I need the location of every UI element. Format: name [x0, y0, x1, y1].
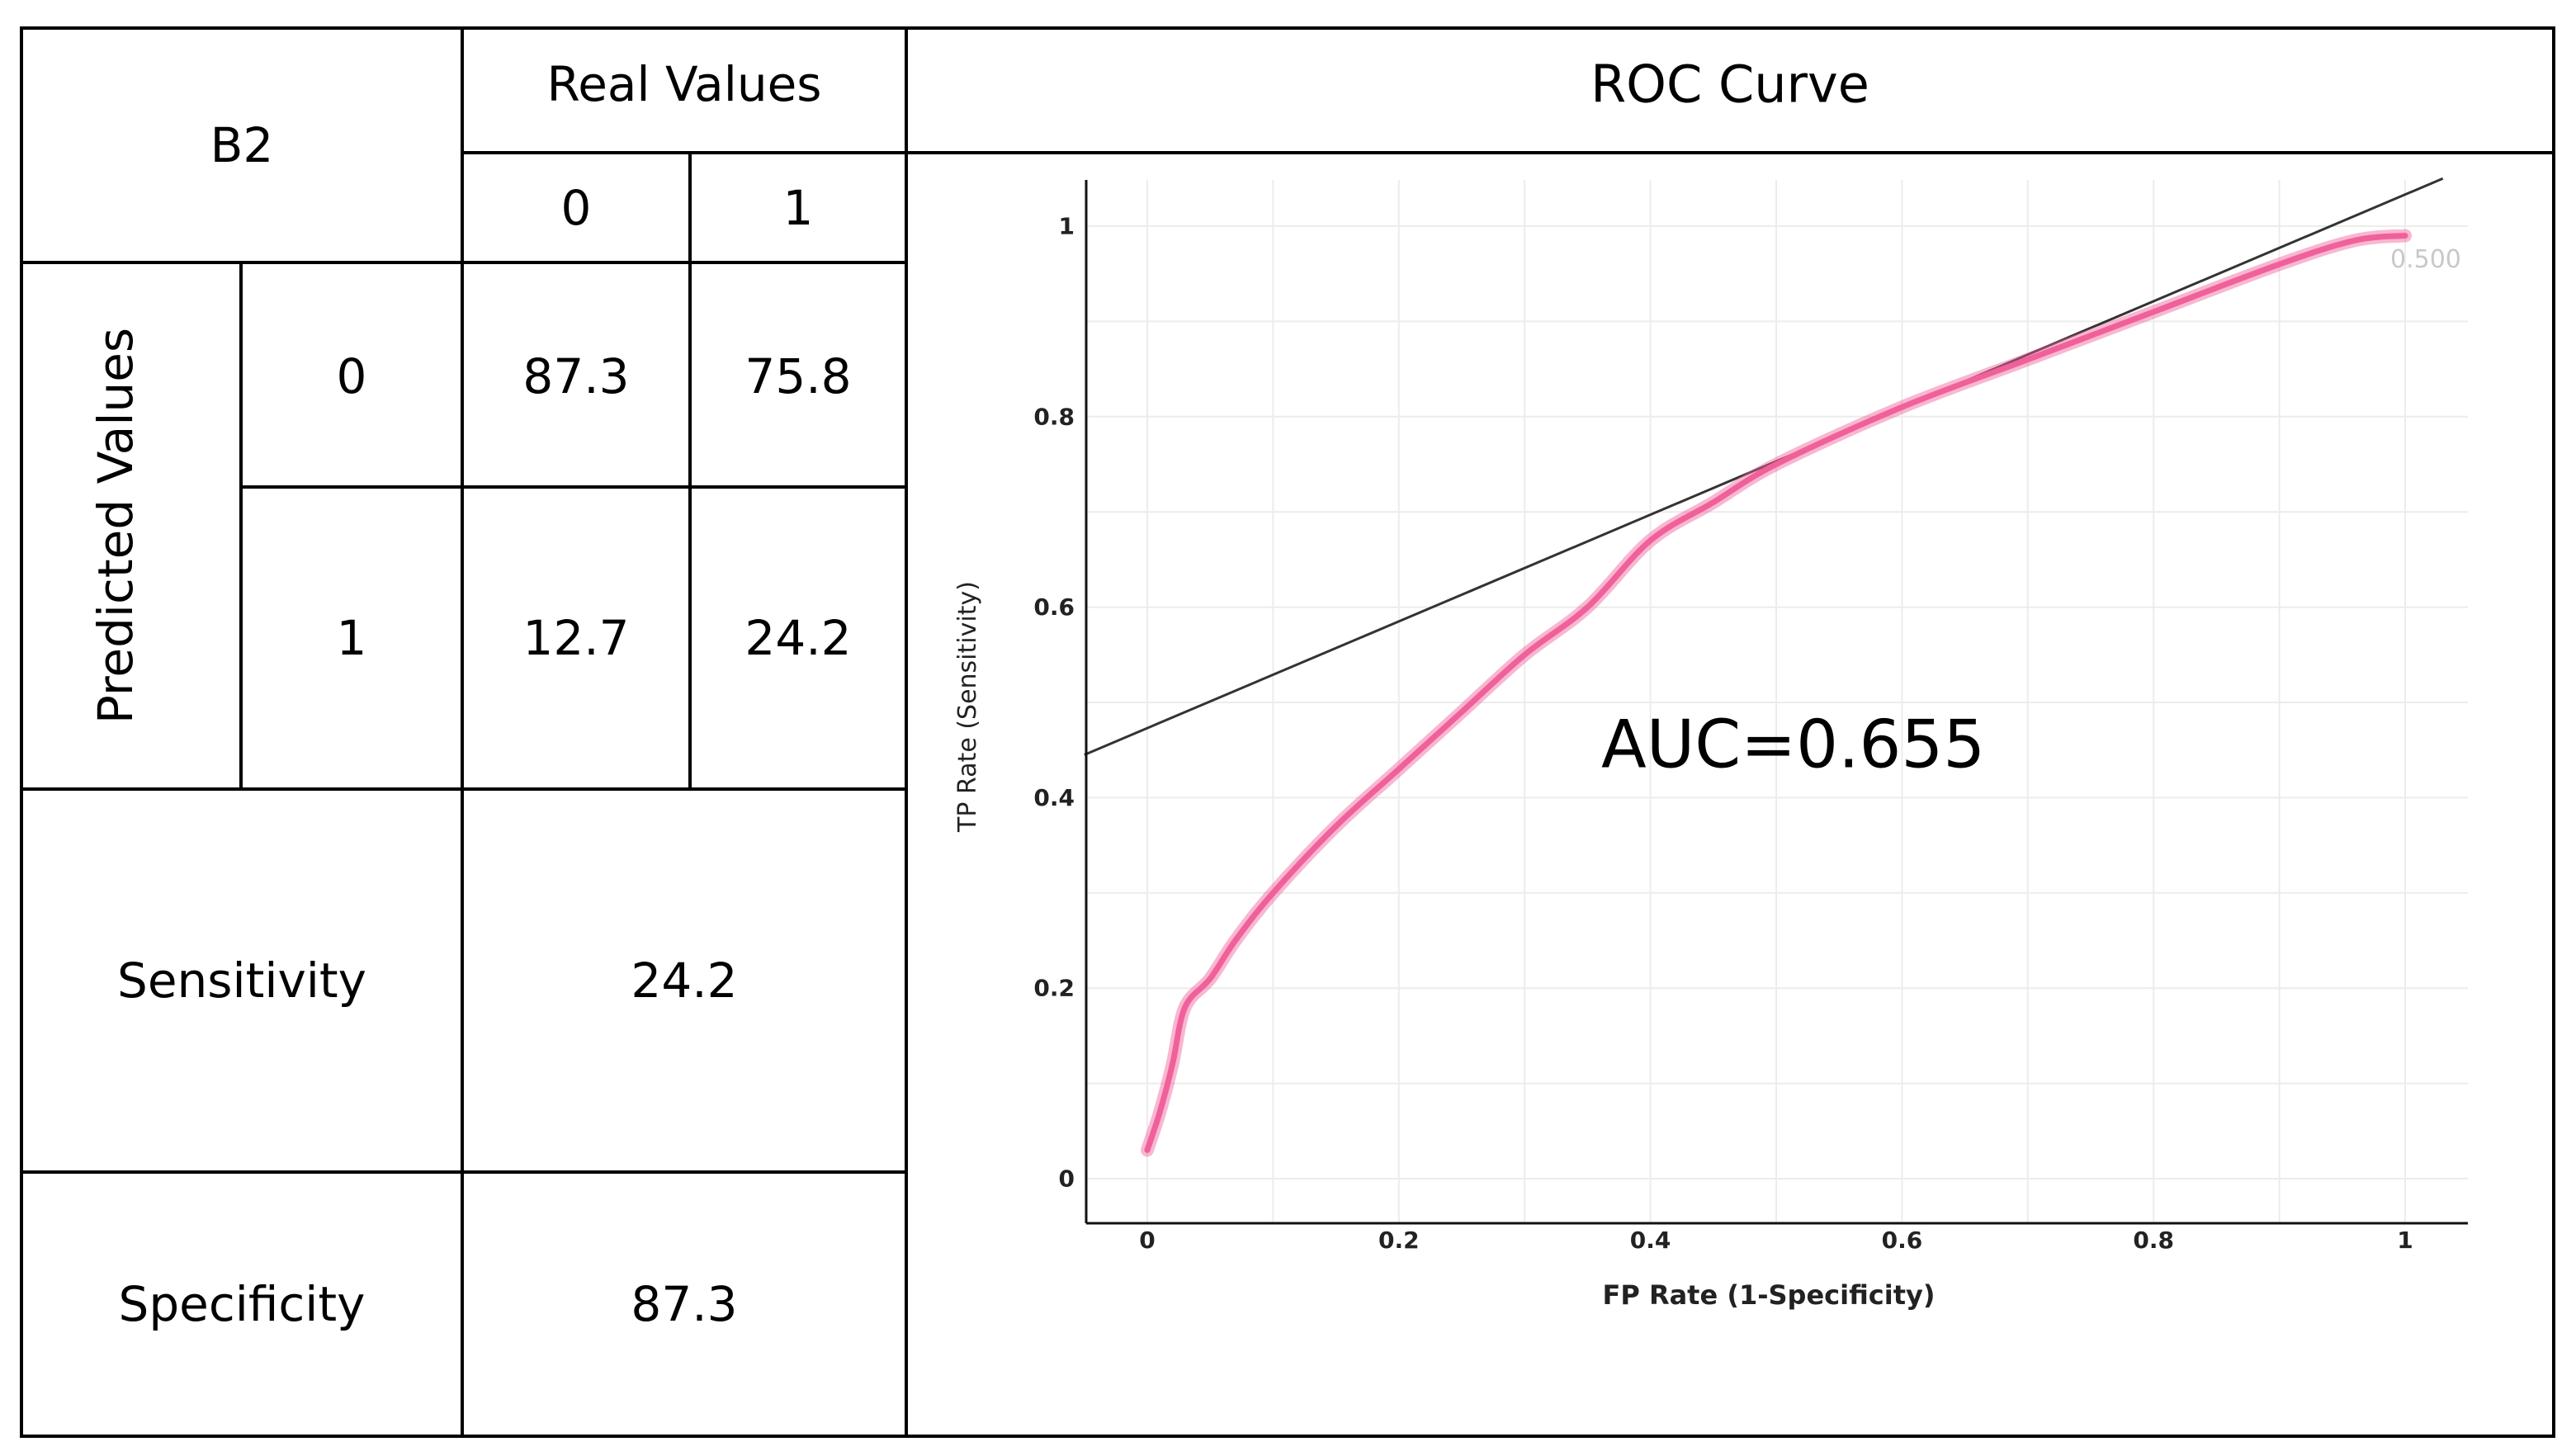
x-axis-label: FP Rate (1-Specificity) — [1602, 1279, 1935, 1311]
confusion-table — [20, 26, 2555, 1438]
x-tick-label: 0.2 — [1378, 1227, 1420, 1254]
y-tick-label: 0.2 — [1033, 975, 1075, 1002]
x-tick-label: 1 — [2397, 1227, 2413, 1254]
threshold-label: 0.500 — [2390, 245, 2461, 274]
predicted-class-0-label: 0 — [337, 348, 367, 404]
y-tick-label: 0 — [1059, 1165, 1075, 1193]
y-tick-label: 0.6 — [1033, 593, 1075, 621]
roc-curve — [1144, 233, 2408, 1153]
table-border — [20, 26, 2555, 1438]
y-tick-label: 0.8 — [1033, 403, 1075, 430]
tick-labels: 0 0.2 0.4 0.6 0.8 1 0 0.2 0.4 0.6 0.8 1 — [1033, 213, 2413, 1255]
y-tick-label: 1 — [1059, 213, 1075, 240]
axes — [1085, 180, 2468, 1225]
gridlines — [1086, 180, 2468, 1223]
curve-layer — [1141, 229, 2412, 1157]
y-axis-label: TP Rate (Sensitivity) — [953, 581, 982, 833]
chart-title: ROC Curve — [1591, 54, 1869, 115]
auc-annotation: AUC=0.655 — [1601, 707, 1985, 783]
x-tick-label: 0.4 — [1630, 1227, 1671, 1254]
real-class-0-label: 0 — [561, 180, 592, 236]
cell-true-positive: 24.2 — [744, 610, 851, 666]
predicted-class-1-label: 1 — [337, 610, 367, 666]
predicted-values-header: Predicted Values — [87, 328, 144, 724]
specificity-value: 87.3 — [631, 1276, 737, 1332]
sensitivity-label: Sensitivity — [117, 953, 366, 1009]
reference-line — [1084, 177, 2444, 756]
reference-layer — [1084, 177, 2444, 756]
specificity-label: Specificity — [119, 1276, 366, 1332]
y-tick-label: 0.4 — [1033, 784, 1075, 811]
roc-chart: 0 0.2 0.4 0.6 0.8 1 0 0.2 0.4 0.6 0.8 1 FP Rate (1-… — [953, 177, 2468, 1311]
real-class-1-label: 1 — [783, 180, 814, 236]
model-label: B2 — [210, 117, 274, 173]
x-tick-label: 0.6 — [1882, 1227, 1923, 1254]
x-tick-label: 0 — [1139, 1227, 1155, 1254]
cell-false-positive: 12.7 — [522, 610, 629, 666]
cell-false-negative: 75.8 — [744, 348, 851, 404]
sensitivity-value: 24.2 — [631, 953, 737, 1009]
real-values-header: Real Values — [547, 56, 822, 112]
cell-true-negative: 87.3 — [522, 348, 629, 404]
x-tick-label: 0.8 — [2133, 1227, 2174, 1254]
table-text: B2 Real Values 0 1 Predicted Values 0 1 … — [87, 54, 1869, 1333]
